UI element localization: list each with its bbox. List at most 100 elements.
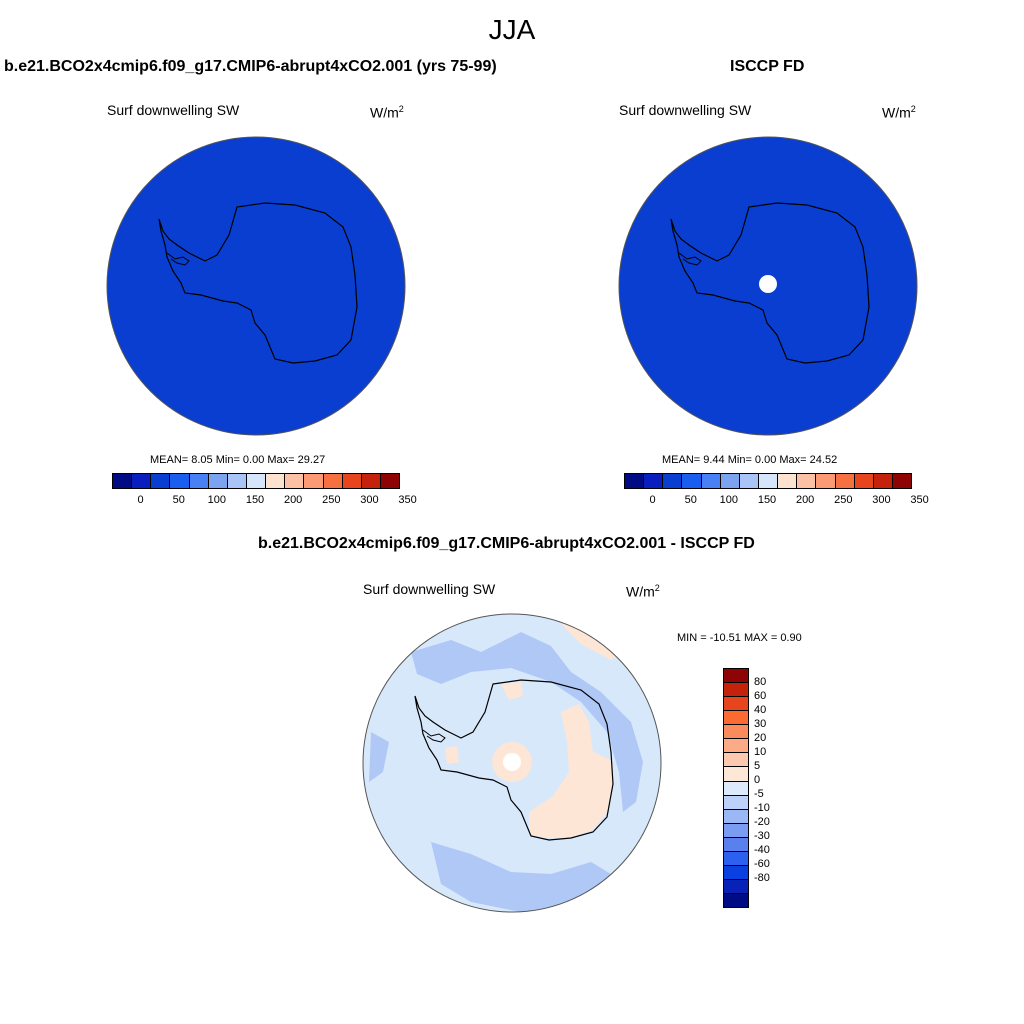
panel-1-units: W/m2 <box>370 104 404 121</box>
panel-3-colorbar-swatch-9 <box>724 795 748 810</box>
panel-2-colorbar-swatch-8 <box>778 474 798 488</box>
panel-1-colorbar-tick-label: 300 <box>360 494 379 506</box>
figure-title: JJA <box>488 14 536 45</box>
panel-2-colorbar-tick-label: 300 <box>872 494 891 506</box>
panel-3-units: W/m2 <box>626 583 660 600</box>
panel-2-colorbar-tick-label: 350 <box>910 494 929 506</box>
panel-1-colorbar-tick-label: 0 <box>137 494 144 506</box>
panel-3-colorbar-tick-label: -10 <box>754 802 770 814</box>
panel-1-colorbar-swatch-8 <box>266 474 286 488</box>
negative-band-south <box>431 842 611 912</box>
panel-1-colorbar-swatch-3 <box>170 474 190 488</box>
panel-3-colorbar-tick-label: 80 <box>754 676 767 688</box>
panel-2-variable-label: Surf downwelling SW <box>619 102 752 118</box>
panel-2-units: W/m2 <box>882 104 916 121</box>
panel-3-colorbar-tick-label: -60 <box>754 858 770 870</box>
panel-1-colorbar-ticks: 0 50 100 150 200 250 300 350 <box>112 494 417 508</box>
panel-1-colorbar-tick-label: 100 <box>207 494 227 506</box>
panel-1-colorbar <box>112 473 400 489</box>
panel-1-colorbar-tick-label: 350 <box>398 494 417 506</box>
panel-2-colorbar-ticks: 0 50 100 150 200 250 300 350 <box>624 494 929 508</box>
panel-1-map <box>106 136 406 436</box>
panel-3-colorbar-swatch-16 <box>724 894 748 908</box>
panel-2-colorbar-swatch-2 <box>663 474 683 488</box>
panel-2-colorbar-swatch-14 <box>892 474 912 488</box>
panel-3-colorbar-swatch-4 <box>724 725 748 740</box>
panel-1-colorbar-swatch-7 <box>246 474 267 488</box>
panel-3-colorbar-tick-label: 20 <box>754 732 767 744</box>
panel-3-colorbar-swatch-3 <box>724 711 748 726</box>
panel-2-antarctica-coastline <box>670 202 870 364</box>
panel-3-variable-label: Surf downwelling SW <box>363 581 496 597</box>
panel-3-colorbar-tick-label: 10 <box>754 746 767 758</box>
panel-3-colorbar-swatch-13 <box>724 851 748 866</box>
panel-2-colorbar-tick-label: 100 <box>719 494 739 506</box>
panel-2-colorbar-swatch-11 <box>835 474 855 488</box>
panel-3-stats: MIN = -10.51 MAX = 0.90 <box>677 632 802 644</box>
panel-3-map-outline <box>362 613 662 913</box>
panel-3-peninsula-coastline <box>422 729 446 743</box>
panel-3-colorbar-swatch-6 <box>724 753 748 768</box>
panel-3-colorbar-swatch-14 <box>724 865 748 880</box>
panel-2-colorbar-swatch-4 <box>701 474 721 488</box>
panel-2-peninsula-coastline <box>678 252 702 266</box>
panel-3-colorbar-swatch-5 <box>724 739 748 754</box>
panel-2-colorbar-tick-label: 0 <box>649 494 656 506</box>
panel-1-colorbar-swatch-12 <box>342 474 362 488</box>
panel-2-pole-hole <box>759 275 777 293</box>
panel-2-stats: MEAN= 9.44 Min= 0.00 Max= 24.52 <box>662 454 838 466</box>
panel-2-colorbar-swatch-3 <box>682 474 702 488</box>
panel-2-colorbar-swatch-0 <box>625 474 645 488</box>
panel-1-colorbar-swatch-6 <box>227 474 247 488</box>
panel-3-antarctica-coastline <box>414 679 614 841</box>
panel-2-colorbar-swatch-5 <box>720 474 740 488</box>
panel-3-colorbar-swatch-0 <box>724 669 748 684</box>
panel-1-colorbar-swatch-14 <box>380 474 400 488</box>
panel-1-colorbar-swatch-2 <box>151 474 171 488</box>
panel-2-colorbar-swatch-7 <box>758 474 779 488</box>
panel-2-map <box>618 136 918 436</box>
positive-patch-northeast <box>561 624 623 660</box>
panel-3-colorbar-swatch-15 <box>724 879 748 894</box>
panel-2-colorbar-swatch-6 <box>739 474 759 488</box>
panel-2-title: ISCCP FD <box>730 58 805 75</box>
panel-1-colorbar-swatch-4 <box>189 474 209 488</box>
panel-3-colorbar-tick-label: -40 <box>754 844 770 856</box>
panel-2-colorbar-swatch-9 <box>797 474 817 488</box>
panel-3-colorbar-swatch-12 <box>724 837 748 852</box>
panel-1-title: b.e21.BCO2x4cmip6.f09_g17.CMIP6-abrupt4x… <box>4 58 497 75</box>
panel-1-stats: MEAN= 8.05 Min= 0.00 Max= 29.27 <box>150 454 326 466</box>
panel-3-colorbar-tick-label: 60 <box>754 690 767 702</box>
panel-1-colorbar-swatch-0 <box>113 474 133 488</box>
panel-2-colorbar-tick-label: 150 <box>757 494 777 506</box>
panel-1-colorbar-swatch-13 <box>361 474 381 488</box>
panel-3-colorbar <box>723 668 749 908</box>
panel-3-colorbar-swatch-1 <box>724 683 748 698</box>
panel-3-colorbar-swatch-10 <box>724 809 748 824</box>
panel-1-colorbar-tick-label: 250 <box>322 494 341 506</box>
panel-2-colorbar-swatch-12 <box>854 474 874 488</box>
panel-3-colorbar-tick-label: 0 <box>754 774 761 786</box>
panel-3-colorbar-tick-label: 30 <box>754 718 767 730</box>
panel-1-colorbar-tick-label: 200 <box>283 494 303 506</box>
panel-2-colorbar-tick-label: 50 <box>684 494 697 506</box>
panel-3-colorbar-tick-label: 40 <box>754 704 767 716</box>
panel-3-colorbar-ticks: 80 60 40 30 20 10 5 0 -5 -10 -20 -30 -40 -60 -80 <box>754 668 794 908</box>
panel-1-map-disc <box>106 136 406 436</box>
panel-3-title: b.e21.BCO2x4cmip6.f09_g17.CMIP6-abrupt4x… <box>258 535 755 552</box>
positive-patch-east-antarctica <box>529 704 613 838</box>
panel-1-colorbar-swatch-10 <box>304 474 324 488</box>
panel-1-colorbar-swatch-5 <box>208 474 228 488</box>
panel-3-colorbar-swatch-7 <box>724 767 748 782</box>
negative-band-north <box>411 632 643 812</box>
panel-1-colorbar-swatch-1 <box>132 474 152 488</box>
panel-2-colorbar <box>624 473 912 489</box>
panel-1-variable-label: Surf downwelling SW <box>107 102 240 118</box>
pole-hole <box>503 753 521 771</box>
panel-2-colorbar-tick-label: 200 <box>795 494 815 506</box>
panel-3-colorbar-swatch-8 <box>724 781 748 796</box>
panel-2-colorbar-swatch-1 <box>644 474 664 488</box>
panel-2-colorbar-swatch-13 <box>873 474 893 488</box>
panel-3-colorbar-swatch-11 <box>724 823 748 838</box>
positive-patch-interior <box>501 682 523 700</box>
